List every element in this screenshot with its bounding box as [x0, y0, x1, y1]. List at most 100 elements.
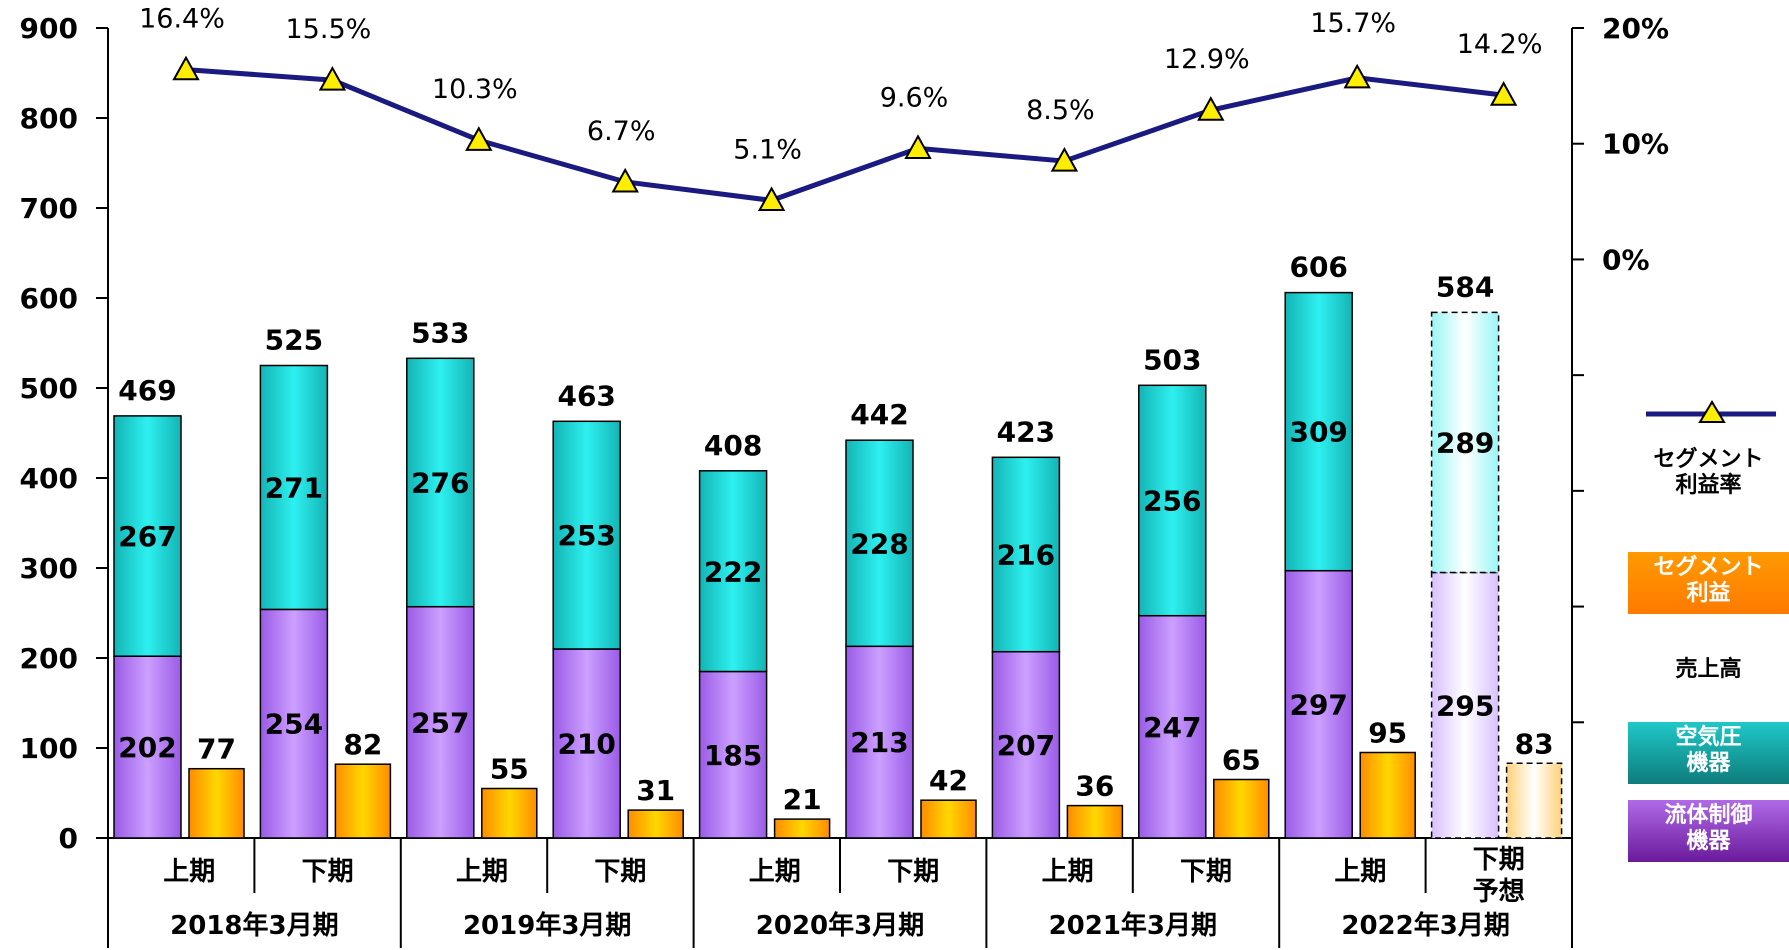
bar-fluid-control	[845, 645, 914, 839]
bar-segment-profit	[1505, 762, 1563, 839]
bar-segment-profit	[188, 767, 245, 839]
bar-segment-profit	[334, 763, 392, 839]
label-segment-profit: 55	[490, 753, 529, 786]
bar-segment-profit	[773, 818, 831, 839]
label-segment-profit: 83	[1515, 727, 1554, 760]
bar-fluid-control	[1430, 571, 1500, 839]
bars	[113, 291, 1563, 839]
label-net-sales: 463	[557, 379, 615, 412]
label-pneumatic: 228	[850, 528, 908, 561]
bar-segment-profit	[1213, 778, 1270, 839]
label-pneumatic: 309	[1289, 416, 1347, 449]
label-pneumatic: 267	[118, 520, 176, 553]
bar-segment-profit	[627, 809, 684, 839]
label-net-sales: 503	[1143, 343, 1201, 376]
period-label: 2020年3月期	[756, 910, 924, 941]
bar-fluid-control	[698, 670, 768, 839]
label-segment-profit: 21	[783, 783, 822, 816]
profit-rate-line	[172, 55, 1518, 212]
label-profit-rate: 8.5%	[1026, 95, 1095, 126]
bar-pneumatic	[1284, 291, 1353, 572]
bar-segment-profit	[920, 799, 977, 839]
label-profit-rate: 14.2%	[1457, 29, 1543, 60]
y-left-tick-label: 400	[20, 462, 78, 495]
half-label: 上期	[749, 857, 801, 887]
period-label: 2019年3月期	[463, 910, 631, 941]
label-segment-profit: 65	[1222, 744, 1261, 777]
label-pneumatic: 276	[411, 467, 469, 500]
y-left-tick-label: 700	[20, 192, 78, 225]
legend-label: 利益率	[1675, 472, 1741, 498]
label-fluid-control: 295	[1436, 689, 1494, 722]
profit-rate-marker	[1197, 96, 1225, 121]
y-right-tick-label: 20%	[1602, 12, 1669, 45]
half-label: 下期	[1180, 857, 1232, 887]
profit-rate-marker	[172, 55, 200, 81]
label-fluid-control: 257	[411, 706, 469, 739]
bar-pneumatic	[845, 439, 914, 648]
label-net-sales: 442	[850, 398, 908, 431]
label-pneumatic: 216	[997, 539, 1055, 572]
y-left-tick-label: 500	[20, 372, 78, 405]
legend-label: 機器	[1686, 751, 1731, 776]
half-label: 下期	[594, 857, 646, 887]
label-net-sales: 533	[411, 316, 469, 349]
bar-fluid-control	[113, 655, 182, 839]
label-net-sales: 525	[265, 324, 323, 357]
y-left-tick-label: 100	[20, 732, 78, 765]
bar-pneumatic	[406, 357, 475, 608]
label-segment-profit: 77	[197, 733, 236, 766]
label-profit-rate: 15.5%	[286, 14, 372, 45]
y-left-tick-label: 600	[20, 282, 78, 315]
label-fluid-control: 207	[997, 729, 1055, 762]
label-pneumatic: 222	[704, 556, 762, 589]
profit-rate-marker	[904, 134, 932, 159]
label-profit-rate: 10.3%	[432, 74, 518, 105]
period-label: 2018年3月期	[170, 910, 338, 941]
y-left-tick-label: 300	[20, 552, 78, 585]
bar-pneumatic	[991, 456, 1061, 653]
y-left-tick-label: 900	[20, 12, 78, 45]
label-net-sales: 469	[118, 374, 176, 407]
y-left-tick-label: 200	[20, 642, 78, 675]
half-label: 上期	[1334, 857, 1386, 887]
label-fluid-control: 210	[557, 728, 615, 761]
legend-label: 利益	[1686, 580, 1730, 606]
label-segment-profit: 31	[636, 774, 675, 807]
legend-swatch	[1628, 800, 1789, 862]
label-profit-rate: 6.7%	[587, 116, 656, 147]
bar-segment-profit	[1066, 804, 1124, 839]
legend-label: セグメント	[1653, 446, 1763, 472]
half-label: 下期	[302, 857, 354, 887]
half-label: 上期	[1042, 857, 1094, 887]
half-label: 上期	[456, 857, 508, 887]
label-segment-profit: 36	[1075, 770, 1114, 803]
legend-swatch	[1628, 722, 1789, 784]
label-net-sales: 606	[1289, 251, 1347, 284]
half-label: 下期	[1473, 845, 1525, 875]
label-segment-profit: 82	[343, 728, 382, 761]
label-net-sales: 408	[704, 429, 762, 462]
y-right-tick-label: 0%	[1602, 243, 1650, 276]
bar-pneumatic	[113, 415, 182, 657]
bar-pneumatic	[259, 364, 329, 611]
legend-label: 流体制御	[1664, 802, 1752, 828]
label-net-sales: 423	[997, 415, 1055, 448]
y-right-tick-label: 10%	[1602, 128, 1669, 161]
period-label: 2021年3月期	[1049, 910, 1217, 941]
label-net-sales: 584	[1436, 270, 1494, 303]
half-label: 下期	[887, 857, 939, 887]
label-fluid-control: 297	[1289, 688, 1347, 721]
bar-fluid-control	[1138, 614, 1207, 839]
bar-pneumatic	[552, 420, 621, 650]
y-left-tick-label: 800	[20, 102, 78, 135]
label-fluid-control: 213	[850, 726, 908, 759]
label-pneumatic: 271	[265, 471, 323, 504]
legend-marker-swatch	[1698, 400, 1726, 423]
bar-segment-profit	[481, 787, 538, 839]
y-left-tick-label: 0	[59, 822, 78, 855]
label-segment-profit: 42	[929, 764, 968, 797]
legend-label: 機器	[1686, 829, 1731, 854]
